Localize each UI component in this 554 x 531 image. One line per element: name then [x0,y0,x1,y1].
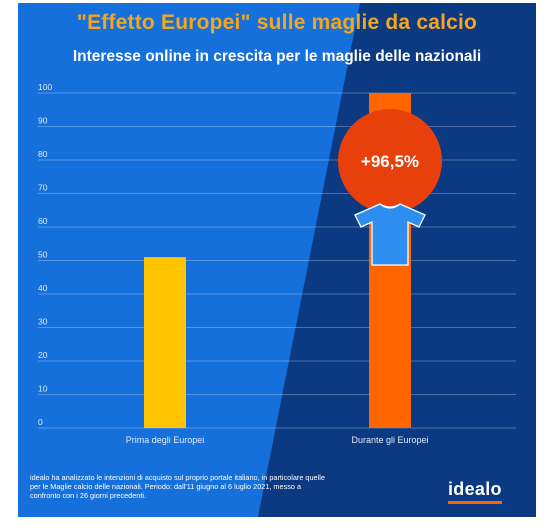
y-tick-label: 80 [38,149,48,159]
infographic-card: "Effetto Europei" sulle maglie da calcio… [18,3,536,517]
background [18,3,360,517]
t-shirt-icon [354,203,426,266]
category-label-layer: Prima degli Europei Durante gli Europei [126,435,429,445]
y-tick-label: 100 [38,82,52,92]
t-shirt-collar [379,203,401,209]
y-tick-label: 40 [38,283,48,293]
annotation-badge: +96,5% [338,109,442,266]
y-tick-label: 20 [38,350,48,360]
y-tick-label: 70 [38,183,48,193]
y-tick-label: 0 [38,417,43,427]
chart-subtitle: Interesse online in crescita per le magl… [72,48,482,65]
chart-title: "Effetto Europei" sulle maglie da calcio [76,11,478,34]
bar-1 [144,257,186,428]
y-tick-label: 10 [38,384,48,394]
footnote: idealo ha analizzato le intenzioni di ac… [30,473,325,500]
y-tick-label: 90 [38,116,48,126]
grid-layer: 0 10 20 30 40 50 60 70 80 90 100 [38,82,516,429]
x-category-label: Prima degli Europei [126,435,205,445]
x-category-label: Durante gli Europei [351,435,428,445]
background-light-panel [18,3,360,517]
y-tick-label: 50 [38,250,48,260]
bar-chart: 0 10 20 30 40 50 60 70 80 90 100 Prima degli Europ… [38,82,516,445]
idealo-logo: idealo [448,479,502,504]
annotation-label: +96,5% [361,152,419,171]
annotation-circle [338,109,442,213]
y-tick-label: 60 [38,216,48,226]
y-tick-label: 30 [38,317,48,327]
